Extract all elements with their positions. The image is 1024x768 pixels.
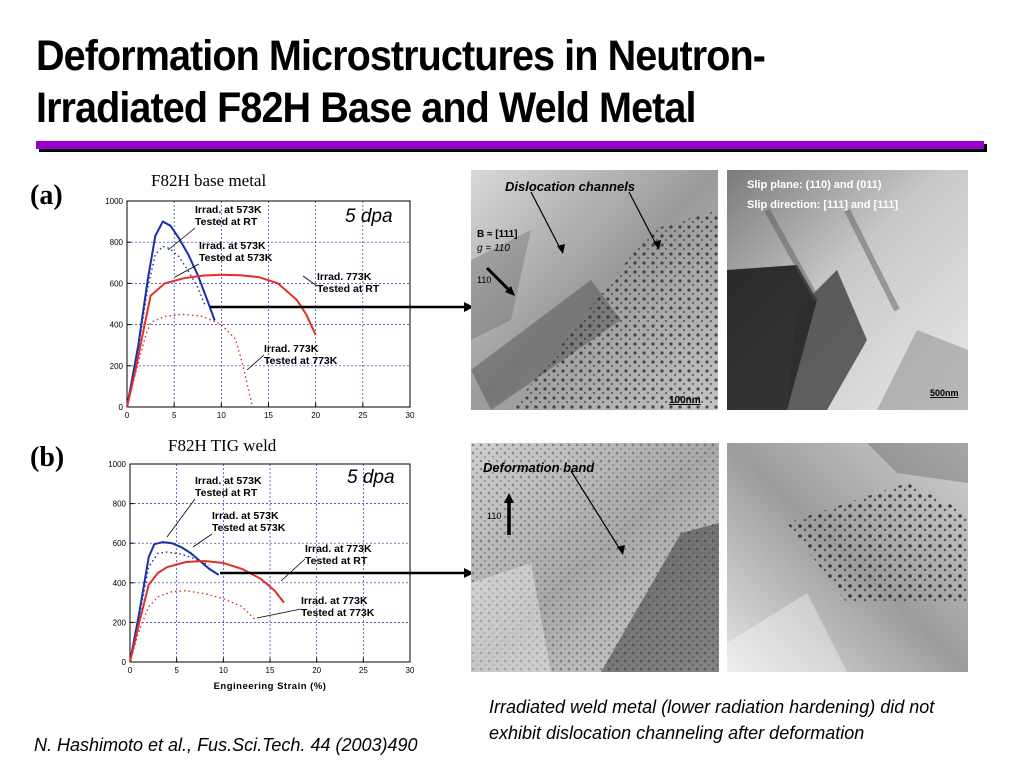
x-tick-label: 0 xyxy=(125,411,130,420)
chart-b-annot-7: Tested at 773K xyxy=(301,607,375,619)
tem-micrograph-weld-band: Deformation band 110 xyxy=(471,443,719,672)
micro-a-right-scale: 500nm xyxy=(930,388,959,398)
micro-a-right-line2: Slip direction: [111] and [111] xyxy=(747,199,898,211)
chart-a-title: F82H base metal xyxy=(151,171,267,190)
series-line-2 xyxy=(126,273,317,408)
series-line-2 xyxy=(129,559,285,663)
series-line-0 xyxy=(126,220,216,408)
x-tick-label: 10 xyxy=(219,666,228,675)
x-tick-label: 15 xyxy=(266,666,275,675)
arrow-b xyxy=(220,568,474,578)
tem-micrograph-base-slip: Slip plane: (110) and (011) Slip directi… xyxy=(727,170,968,410)
tem-micrograph-base-channels: Dislocation channels B ≈ [111] g = 110 1… xyxy=(471,170,718,410)
tem-micrograph-weld-overview xyxy=(727,443,968,672)
chart-a-leader-2 xyxy=(302,275,318,287)
chart-b-annot-2: Irrad. at 573K xyxy=(212,510,279,522)
x-tick-label: 30 xyxy=(406,666,415,675)
panel-b-label: (b) xyxy=(30,442,65,473)
x-tick-label: 25 xyxy=(358,411,367,420)
x-tick-label: 5 xyxy=(172,411,177,420)
chart-b-leader-0 xyxy=(166,498,196,538)
chart-b-annot-4: Irrad. at 773K xyxy=(305,543,372,555)
y-tick-label: 200 xyxy=(110,362,124,371)
x-tick-label: 30 xyxy=(406,411,415,420)
y-tick-label: 1000 xyxy=(108,460,126,469)
series-line-1 xyxy=(126,245,206,408)
y-tick-label: 600 xyxy=(113,539,127,548)
micro-b-g-label: 110 xyxy=(487,511,501,521)
caption: Irradiated weld metal (lower radiation h… xyxy=(489,697,935,743)
series-line-1 xyxy=(129,551,210,663)
chart-b-leader-2 xyxy=(280,558,306,582)
page-title: Deformation Microstructures in Neutron-I… xyxy=(36,32,766,132)
y-tick-label: 200 xyxy=(113,618,127,627)
y-tick-label: 800 xyxy=(110,238,124,247)
y-tick-label: 0 xyxy=(119,403,124,412)
y-tick-label: 800 xyxy=(113,500,127,509)
chart-a-leader-1 xyxy=(174,263,200,278)
series-line-3 xyxy=(129,589,257,663)
chart-b-annot-3: Tested at 573K xyxy=(212,522,286,534)
chart-a-annot-7: Tested at 773K xyxy=(264,355,338,367)
panel-a-label: (a) xyxy=(30,180,63,211)
arrow-a xyxy=(210,302,474,312)
x-tick-label: 15 xyxy=(264,411,273,420)
y-tick-label: 1000 xyxy=(105,197,123,206)
micro-b-label: Deformation band xyxy=(483,460,595,475)
x-axis-label: Engineering Strain (%) xyxy=(214,681,327,692)
chart-a-leader-3 xyxy=(246,354,265,371)
x-tick-label: 5 xyxy=(174,666,179,675)
chart-a-annot-1: Tested at RT xyxy=(195,216,258,228)
micro-a-beam: B ≈ [111] xyxy=(477,229,518,240)
title-divider xyxy=(36,141,984,149)
chart-plot-1: 0 200 400 600 800 1000 0 5 10 15 20 25 30 Engineering… xyxy=(108,460,415,692)
x-tick-label: 10 xyxy=(217,411,226,420)
chart-b-annot-5: Tested at RT xyxy=(305,555,368,567)
chart-a-annot-5: Tested at RT xyxy=(317,283,380,295)
x-tick-label: 25 xyxy=(359,666,368,675)
chart-a: 0 200 400 600 800 1000 0 5 10 15 20 25 30 5 dpa Irra… xyxy=(105,197,415,420)
micro-a-g: g = 110 xyxy=(477,243,510,254)
reference-citation: N. Hashimoto et al., Fus.Sci.Tech. 44 (2… xyxy=(34,735,418,755)
chart-a-annot-3: Tested at 573K xyxy=(199,252,273,264)
series-line-0 xyxy=(129,541,220,663)
y-tick-label: 400 xyxy=(113,579,127,588)
y-tick-label: 0 xyxy=(122,658,127,667)
chart-a-leader-0 xyxy=(167,227,196,251)
chart-b: 0 200 400 600 800 1000 0 5 10 15 20 25 30 Engineering… xyxy=(108,460,415,692)
chart-b-annot-0: Irrad. at 573K xyxy=(195,475,262,487)
chart-a-dpa: 5 dpa xyxy=(345,206,393,227)
chart-a-annot-2: Irrad. at 573K xyxy=(199,240,266,252)
micro-a-g-label: 110 xyxy=(477,275,491,285)
y-tick-label: 600 xyxy=(110,279,124,288)
series-line-3 xyxy=(126,313,254,408)
micro-a-right-line1: Slip plane: (110) and (011) xyxy=(747,179,882,191)
y-tick-label: 400 xyxy=(110,321,124,330)
chart-b-title: F82H TIG weld xyxy=(168,436,277,455)
x-tick-label: 0 xyxy=(128,666,133,675)
chart-b-leader-1 xyxy=(192,533,213,548)
micro-a-label: Dislocation channels xyxy=(505,179,635,194)
chart-b-leader-3 xyxy=(256,608,302,619)
chart-plot-0: 0 200 400 600 800 1000 0 5 10 15 20 25 30 xyxy=(105,197,415,420)
chart-a-annot-6: Irrad. 773K xyxy=(264,343,319,355)
chart-a-annot-0: Irrad. at 573K xyxy=(195,204,262,216)
micro-a-scale: 100nm xyxy=(669,395,701,406)
chart-a-annot-4: Irrad. 773K xyxy=(317,271,372,283)
chart-b-annot-6: Irrad. at 773K xyxy=(301,595,368,607)
x-tick-label: 20 xyxy=(312,666,321,675)
chart-b-dpa: 5 dpa xyxy=(347,467,395,488)
x-tick-label: 20 xyxy=(311,411,320,420)
chart-b-annot-1: Tested at RT xyxy=(195,487,258,499)
